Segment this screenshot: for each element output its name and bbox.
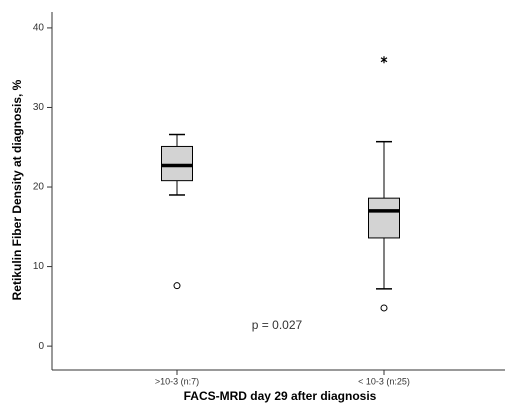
box xyxy=(368,197,400,239)
extreme xyxy=(380,56,388,64)
y-tick-label: 40 xyxy=(33,23,45,34)
x-tick-label: < 10-3 (n:25) xyxy=(358,376,410,386)
box xyxy=(161,145,193,182)
x-tick-label: >10-3 (n:7) xyxy=(155,376,199,386)
y-axis-label: Retikulin Fiber Density at diagnosis, % xyxy=(10,79,24,300)
x-axis-label: FACS-MRD day 29 after diagnosis xyxy=(184,389,377,403)
y-tick-label: 10 xyxy=(33,261,45,272)
outlier xyxy=(380,304,388,312)
annotation: p = 0.027 xyxy=(252,318,303,332)
y-tick-label: 0 xyxy=(38,341,44,352)
y-tick-label: 30 xyxy=(33,102,45,113)
y-tick-label: 20 xyxy=(33,182,45,193)
outlier xyxy=(173,282,181,290)
